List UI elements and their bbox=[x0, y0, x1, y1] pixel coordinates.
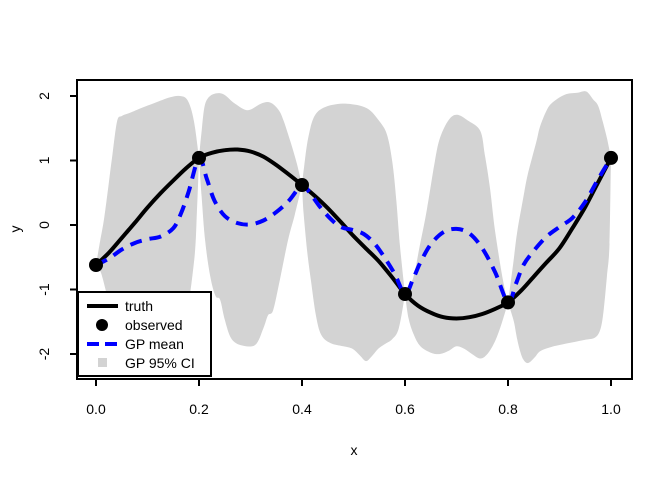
plot-box bbox=[76, 79, 633, 380]
x-tick-label: 0.8 bbox=[498, 401, 518, 417]
legend-item-label: GP 95% CI bbox=[125, 354, 195, 371]
observed-point bbox=[501, 295, 515, 310]
legend-square-swatch-icon bbox=[79, 358, 125, 367]
gp-mean-curve bbox=[95, 155, 613, 305]
y-tick-label: 1 bbox=[36, 156, 52, 164]
legend-solid-line-swatch-icon bbox=[79, 303, 125, 308]
y-tick-label: -2 bbox=[36, 348, 52, 361]
x-tick-label: 0.6 bbox=[395, 401, 415, 417]
observed-point bbox=[398, 287, 412, 302]
legend-point-swatch-icon bbox=[79, 318, 125, 331]
observed-point bbox=[604, 150, 618, 165]
legend-row: truth bbox=[79, 296, 210, 315]
x-tick-label: 0.2 bbox=[189, 401, 209, 417]
observed-point bbox=[295, 178, 309, 193]
gp-ci-band-blob bbox=[96, 95, 200, 347]
y-tick-label: 0 bbox=[36, 221, 52, 229]
point-glyph bbox=[96, 318, 108, 331]
x-tick-label: 1.0 bbox=[601, 401, 621, 417]
x-tick-label: 0.0 bbox=[86, 401, 106, 417]
truth-curve bbox=[94, 147, 613, 321]
legend-dashed-line-swatch-icon bbox=[79, 341, 125, 346]
observed-point bbox=[89, 257, 103, 272]
line-solid-glyph bbox=[86, 303, 118, 308]
x-axis-label: x bbox=[351, 442, 358, 458]
legend-row: GP 95% CI bbox=[79, 353, 210, 372]
legend: truth observed GP mean GP 95% CI bbox=[77, 291, 212, 377]
legend-item-label: truth bbox=[125, 297, 154, 314]
gp-ci-band-blob bbox=[302, 103, 406, 362]
square-glyph bbox=[97, 358, 107, 367]
legend-item-label: observed bbox=[125, 316, 183, 333]
y-tick-label: -1 bbox=[36, 283, 52, 296]
y-tick-label: 2 bbox=[36, 92, 52, 100]
legend-item-label: GP mean bbox=[125, 335, 184, 352]
gp-ci-band-blob bbox=[199, 93, 303, 347]
legend-row: GP mean bbox=[79, 334, 210, 353]
y-axis-label: y bbox=[7, 226, 23, 233]
legend-row: observed bbox=[79, 315, 210, 334]
line-dashed-glyph bbox=[87, 341, 117, 346]
x-tick-label: 0.4 bbox=[292, 401, 312, 417]
observed-point bbox=[192, 150, 206, 165]
gp-ci-band-blob bbox=[508, 91, 612, 364]
gp-ci-band-blob bbox=[405, 114, 509, 359]
